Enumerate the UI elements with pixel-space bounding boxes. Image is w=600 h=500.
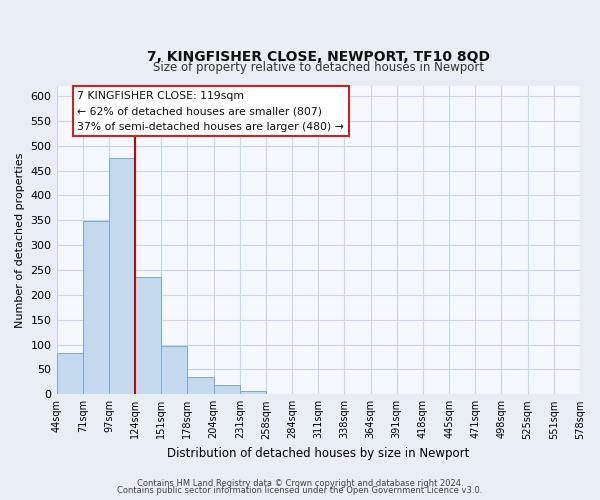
Y-axis label: Number of detached properties: Number of detached properties: [15, 152, 25, 328]
Text: Contains public sector information licensed under the Open Government Licence v3: Contains public sector information licen…: [118, 486, 482, 495]
Title: 7, KINGFISHER CLOSE, NEWPORT, TF10 8QD: 7, KINGFISHER CLOSE, NEWPORT, TF10 8QD: [147, 50, 490, 64]
Bar: [135, 277, 161, 394]
Bar: [161, 346, 187, 395]
Bar: [56, 353, 83, 395]
Bar: [109, 158, 135, 394]
Text: 7 KINGFISHER CLOSE: 119sqm
← 62% of detached houses are smaller (807)
37% of sem: 7 KINGFISHER CLOSE: 119sqm ← 62% of deta…: [77, 90, 344, 132]
Text: Contains HM Land Registry data © Crown copyright and database right 2024.: Contains HM Land Registry data © Crown c…: [137, 478, 463, 488]
X-axis label: Distribution of detached houses by size in Newport: Distribution of detached houses by size …: [167, 447, 469, 460]
Bar: [214, 386, 240, 394]
Bar: [187, 377, 214, 394]
Bar: [240, 391, 266, 394]
Text: Size of property relative to detached houses in Newport: Size of property relative to detached ho…: [153, 60, 484, 74]
Bar: [83, 221, 109, 394]
